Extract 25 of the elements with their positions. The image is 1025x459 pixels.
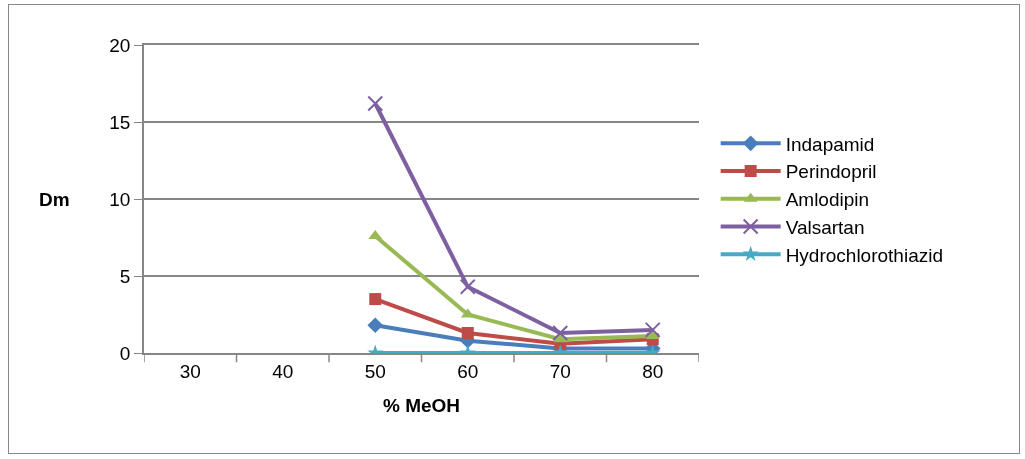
point [369, 293, 382, 306]
x-axis-title: % MeOH [382, 394, 461, 416]
legend-label: Perindopril [785, 161, 877, 183]
x-tick-label: 60 [457, 360, 479, 382]
x-tick-label: 70 [549, 360, 571, 382]
y-tick-label: 0 [119, 342, 131, 364]
y-tick-label: 15 [109, 111, 131, 133]
y-axis-title: Dm [39, 189, 70, 210]
y-tick-label: 20 [109, 34, 131, 56]
point [461, 326, 474, 339]
y-tick-label: 10 [109, 188, 131, 210]
point [367, 95, 384, 112]
x-tick-label: 80 [642, 360, 664, 382]
legend-label: Valsartan [785, 216, 865, 238]
point [552, 324, 569, 341]
y-tick-label: 5 [119, 265, 131, 287]
x-tick-label: 50 [364, 360, 386, 382]
x-tick-label: 40 [272, 360, 294, 382]
point [459, 278, 476, 295]
point [644, 321, 661, 338]
x-tick-label: 30 [179, 360, 201, 382]
legend-label: Hydrochlorothiazid [785, 244, 944, 266]
legend-label: Amlodipin [785, 189, 870, 211]
point [367, 317, 384, 334]
legend-label: Indapamid [785, 133, 875, 155]
